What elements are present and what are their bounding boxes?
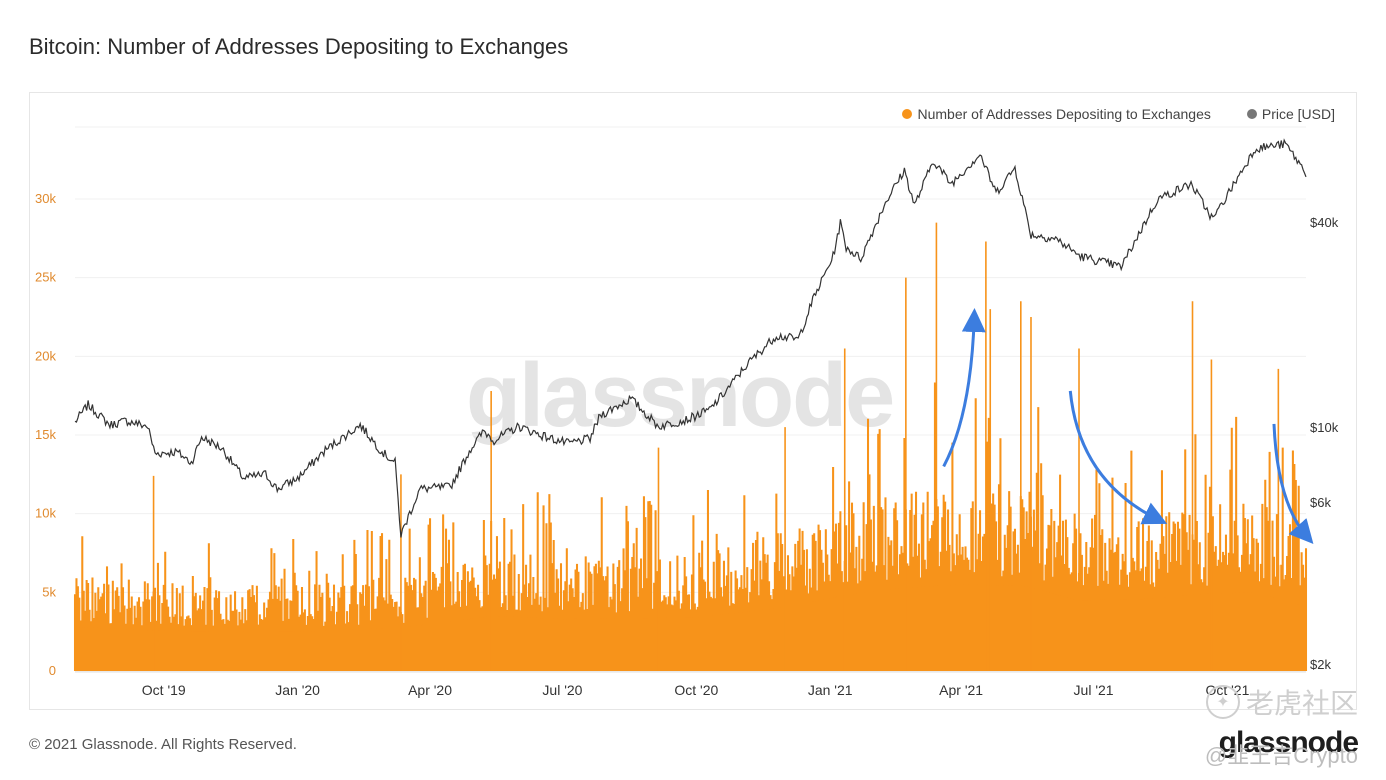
legend-item-price[interactable]: Price [USD] — [1246, 106, 1335, 122]
y-left-tick-label: 20k — [35, 348, 56, 363]
y-left-tick-label: 30k — [35, 191, 56, 206]
legend-dot-addresses — [902, 109, 913, 119]
address-area-fill — [75, 584, 1306, 671]
brand-logo: glassnode — [1218, 726, 1359, 759]
y-left-tick-label: 5k — [42, 584, 56, 599]
legend-dot-price — [1246, 109, 1257, 119]
y-right-tick-label: $40k — [1310, 215, 1339, 230]
tiger-logo-icon: ✦ — [1205, 685, 1240, 719]
page-title: Bitcoin: Number of Addresses Depositing … — [29, 34, 569, 59]
y-left-tick-label: 15k — [35, 427, 56, 442]
x-tick-label: Oct '19 — [142, 682, 186, 698]
y-left-tick-label: 10k — [35, 506, 56, 521]
copyright-text: © 2021 Glassnode. All Rights Reserved. — [29, 736, 297, 753]
trend-arrow — [1068, 390, 1168, 525]
x-tick-label: Jan '20 — [275, 682, 320, 698]
sns-watermark-text: 老虎社区 — [1245, 688, 1358, 719]
chart-panel: glassnode 0 5k 10k 15k 20k 25k 30k $2k $6k $10k $4… — [29, 92, 1357, 710]
x-tick-label: Apr '21 — [939, 682, 983, 698]
y-right-tick-label: $6k — [1310, 495, 1331, 510]
legend-label-addresses: Number of Addresses Depositing to Exchan… — [917, 106, 1211, 122]
x-tick-label: Oct '20 — [674, 682, 718, 698]
x-tick-label: Jul '21 — [1074, 682, 1114, 698]
x-tick-label: Apr '20 — [408, 682, 452, 698]
trend-arrow — [942, 308, 986, 468]
y-left-tick-label: 25k — [35, 270, 56, 285]
trend-arrow — [1272, 423, 1314, 545]
legend-label-price: Price [USD] — [1261, 106, 1335, 122]
legend-item-addresses[interactable]: Number of Addresses Depositing to Exchan… — [902, 106, 1211, 122]
sns-watermark: ✦ 老虎社区 — [1205, 682, 1358, 722]
sns-handle-text: @韭王吉Crypto — [1204, 743, 1358, 768]
chart-legend: Number of Addresses Depositing to Exchan… — [902, 106, 1335, 122]
y-right-tick-label: $10k — [1310, 420, 1339, 435]
x-tick-label: Jul '20 — [542, 682, 582, 698]
x-tick-label: Jan '21 — [808, 682, 853, 698]
y-right-tick-label: $2k — [1310, 657, 1331, 672]
price-line — [74, 138, 1307, 538]
y-left-tick-label: 0 — [49, 663, 56, 678]
chart-svg: 0 5k 10k 15k 20k 25k 30k $2k $6k $10k $40k Oct '19 J… — [35, 126, 1339, 698]
